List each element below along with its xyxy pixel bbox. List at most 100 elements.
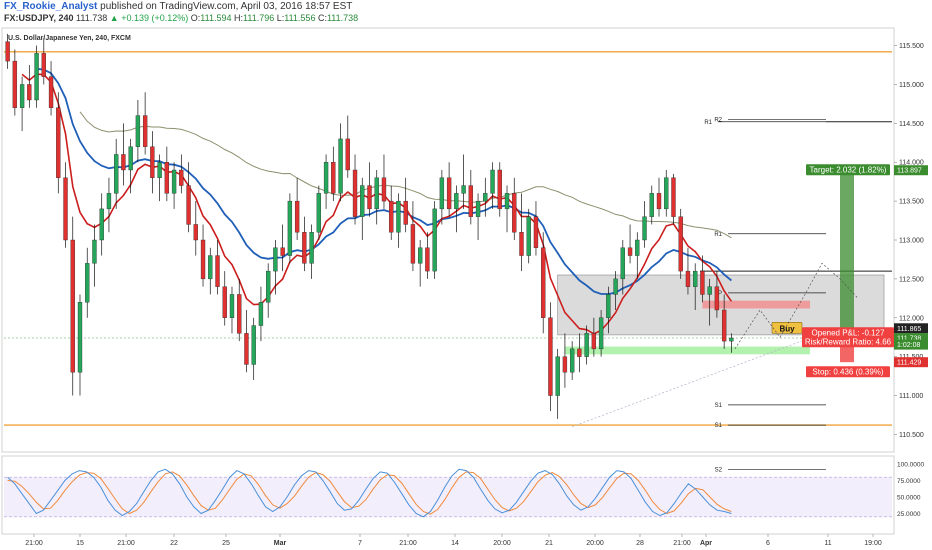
candle-body bbox=[714, 286, 720, 311]
candle-body bbox=[454, 193, 459, 210]
candle-body bbox=[186, 185, 191, 225]
candle-body bbox=[19, 84, 25, 108]
candle-body bbox=[613, 278, 618, 295]
time-tick-label: 22 bbox=[170, 540, 178, 547]
price-marker-box-3 bbox=[894, 339, 928, 350]
time-tick-label: 19:00 bbox=[864, 540, 882, 547]
time-tick-label: 11 bbox=[824, 540, 831, 547]
candle-body bbox=[12, 60, 18, 108]
candle-body bbox=[251, 325, 256, 365]
candle-body bbox=[671, 177, 676, 217]
candle-body bbox=[41, 53, 46, 77]
candle-body bbox=[63, 177, 68, 241]
time-tick-label: 21:00 bbox=[25, 540, 43, 547]
pnl-box bbox=[802, 327, 894, 348]
red-resistance-zone bbox=[702, 300, 810, 309]
buy-order-label: Buy bbox=[779, 324, 795, 333]
risk-reward-label: Risk/Reward Ratio: 4.66 bbox=[805, 337, 892, 346]
price-tick-label: 115.000 bbox=[899, 82, 924, 89]
projected-path-line bbox=[734, 262, 859, 350]
price-marker-label-4: 111.429 bbox=[897, 360, 921, 367]
price-tick-label: 114.500 bbox=[899, 121, 924, 128]
pivot-label-s1: S1 bbox=[715, 423, 723, 429]
candle-body bbox=[504, 193, 510, 210]
candle-body bbox=[309, 232, 314, 264]
candle-body bbox=[432, 208, 437, 272]
price-tick-label: 110.500 bbox=[899, 432, 924, 439]
time-tick-label: 25 bbox=[222, 540, 230, 547]
candle-body bbox=[664, 177, 669, 210]
candle-body bbox=[606, 294, 611, 318]
candles-layer bbox=[5, 33, 734, 419]
candle-body bbox=[461, 185, 466, 194]
green-support-zone bbox=[564, 346, 810, 355]
candle-body bbox=[77, 302, 83, 373]
candle-body bbox=[338, 138, 343, 194]
stochastic-tick-label: 25.0000 bbox=[897, 511, 921, 518]
candle-body bbox=[649, 193, 654, 217]
candle-body bbox=[106, 193, 112, 210]
stochastic-tick-label: 75.0000 bbox=[897, 478, 921, 485]
time-tick-label: 14 bbox=[451, 540, 459, 547]
ohlc-line: FX:USDJPY, 240 111.738 ▲ +0.139 (+0.12%)… bbox=[4, 13, 358, 23]
candle-body bbox=[468, 185, 473, 217]
candle-body bbox=[396, 200, 401, 233]
price-marker-label-3: 1:02:08 bbox=[897, 342, 920, 349]
time-tick-label: 15 bbox=[76, 540, 84, 547]
candle-body bbox=[27, 84, 32, 101]
candle-body bbox=[577, 348, 582, 357]
candle-body bbox=[533, 216, 539, 248]
candle-body bbox=[707, 286, 712, 295]
time-tick-label: 21 bbox=[545, 540, 553, 547]
stop-label: Stop: 0.436 (0.39%) bbox=[812, 368, 883, 377]
time-tick-label: 20:00 bbox=[586, 540, 604, 547]
candle-body bbox=[323, 162, 329, 194]
chart-title: U.S. Dollar/Japanese Yen, 240, FXCM bbox=[8, 35, 131, 42]
candle-body bbox=[34, 53, 39, 101]
candle-body bbox=[229, 294, 235, 318]
position-tool-layer[interactable]: Buy Target: 2.032 (1.82%) Opened P&L: -0.1… bbox=[734, 164, 894, 378]
price-axis[interactable]: 115.500 115.000 114.500 114.000 113.500 113.0… bbox=[894, 43, 928, 439]
candle-body bbox=[598, 317, 604, 350]
time-axis[interactable]: 21:00 15 21:00 22 25 Mar 7 21:00 14 20:00 21 20:00 2… bbox=[25, 534, 882, 547]
candle-body bbox=[179, 169, 184, 186]
stochastic-band bbox=[4, 477, 892, 517]
price-marker-label-0: 113.897 bbox=[897, 168, 922, 175]
candle-body bbox=[374, 177, 379, 210]
candle-body bbox=[85, 263, 90, 303]
candle-body bbox=[483, 193, 488, 202]
candle-body bbox=[150, 146, 155, 178]
candle-body bbox=[729, 337, 734, 342]
last-price: 111.738 bbox=[76, 13, 108, 23]
price-marker-label-2: 111.738 bbox=[897, 336, 921, 343]
time-tick-label: 21:00 bbox=[117, 540, 135, 547]
price-tick-label: 112.000 bbox=[899, 315, 924, 322]
candle-body bbox=[56, 107, 61, 178]
candle-body bbox=[135, 115, 141, 147]
candle-body bbox=[70, 239, 75, 373]
candle-body bbox=[721, 309, 727, 342]
time-tick-label: 6 bbox=[766, 540, 770, 547]
candle-body bbox=[99, 208, 104, 241]
candle-body bbox=[548, 317, 553, 396]
published-text: published on TradingView.com, April 03, … bbox=[100, 1, 353, 12]
candle-body bbox=[208, 255, 213, 280]
candle-body bbox=[287, 200, 293, 256]
candle-body bbox=[294, 200, 300, 233]
stochastic-tick-label: 50.0000 bbox=[897, 495, 921, 502]
open-value: 111.594 bbox=[200, 13, 232, 23]
horizontal-lines-layer bbox=[4, 51, 892, 427]
candle-body bbox=[258, 302, 264, 326]
candle-body bbox=[439, 177, 445, 210]
high-value: 111.796 bbox=[243, 13, 275, 23]
time-tick-label: 28 bbox=[636, 540, 644, 547]
price-marker-box-0 bbox=[894, 165, 928, 176]
close-label: C: bbox=[317, 13, 327, 23]
candle-body bbox=[273, 247, 278, 272]
candle-body bbox=[352, 169, 358, 217]
candle-body bbox=[678, 216, 683, 272]
buy-order-button[interactable] bbox=[771, 321, 803, 334]
author-link[interactable]: FX_Rookie_Analyst bbox=[4, 1, 98, 12]
change-arrow-icon: ▲ bbox=[109, 13, 119, 23]
